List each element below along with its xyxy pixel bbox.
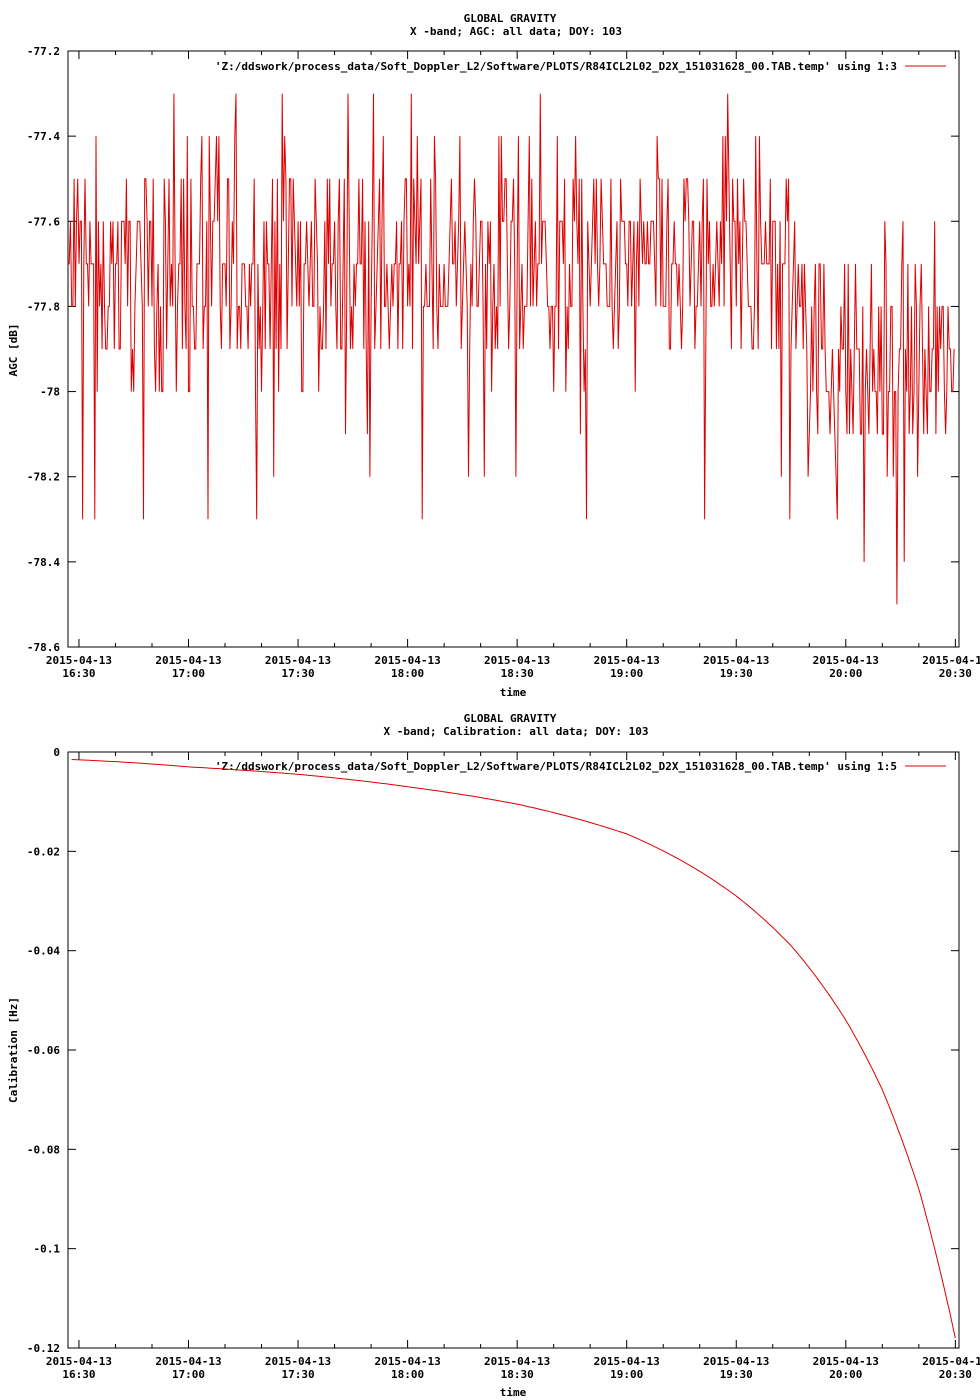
agc-x-tick-time: 20:00	[829, 667, 862, 680]
calibration-x-tick-date: 2015-04-13	[155, 1355, 221, 1368]
agc-x-tick-date: 2015-04-13	[265, 654, 331, 667]
agc-x-tick-time: 17:30	[281, 667, 314, 680]
calibration-x-tick-time: 16:30	[62, 1368, 95, 1381]
calibration-x-tick-time: 20:00	[829, 1368, 862, 1381]
agc-x-tick-date: 2015-04-13	[703, 654, 769, 667]
calibration-x-tick-date: 2015-04-13	[922, 1355, 980, 1368]
agc-x-tick-time: 17:00	[172, 667, 205, 680]
agc-y-axis-label: AGC [dB]	[7, 324, 20, 377]
agc-chart-subtitle: X -band; AGC: all data; DOY: 103	[410, 25, 622, 38]
agc-x-axis-label: time	[500, 686, 527, 699]
agc-x-tick-date: 2015-04-13	[374, 654, 440, 667]
agc-chart: GLOBAL GRAVITY X -band; AGC: all data; D…	[7, 12, 980, 699]
calibration-y-tick-label: -0.08	[27, 1143, 60, 1156]
calibration-plot-frame	[67, 751, 960, 1349]
agc-x-tick-date: 2015-04-13	[484, 654, 550, 667]
calibration-x-tick-date: 2015-04-13	[484, 1355, 550, 1368]
agc-y-tick-label: -77.2	[27, 45, 60, 58]
agc-legend-text: 'Z:/ddswork/process_data/Soft_Doppler_L2…	[215, 60, 897, 73]
calibration-chart-subtitle: X -band; Calibration: all data; DOY: 103	[384, 725, 649, 738]
agc-x-tick-date: 2015-04-13	[46, 654, 112, 667]
calibration-x-tick-time: 17:00	[172, 1368, 205, 1381]
calibration-y-tick-label: -0.04	[27, 945, 60, 958]
agc-x-tick-time: 19:00	[610, 667, 643, 680]
calibration-x-ticks: 2015-04-1316:302015-04-1317:002015-04-13…	[46, 752, 980, 1381]
agc-x-tick-time: 20:30	[939, 667, 972, 680]
calibration-y-tick-label: -0.12	[27, 1342, 60, 1355]
agc-y-ticks: -77.2 -77.4 -77.6 -77.8 -78 -78.2 -78.4 -78.6	[27, 45, 959, 654]
agc-y-tick-label: -78	[40, 386, 60, 399]
calibration-chart: GLOBAL GRAVITY X -band; Calibration: all…	[7, 712, 980, 1399]
calibration-chart-title: GLOBAL GRAVITY	[464, 712, 557, 725]
agc-y-tick-label: -78.2	[27, 471, 60, 484]
calibration-y-tick-label: 0	[53, 746, 60, 759]
agc-y-tick-label: -78.4	[27, 556, 60, 569]
agc-x-ticks: 2015-04-1316:302015-04-1317:002015-04-13…	[46, 51, 980, 680]
agc-x-tick-date: 2015-04-13	[922, 654, 980, 667]
agc-plot-frame	[67, 50, 960, 648]
calibration-x-tick-time: 18:00	[391, 1368, 424, 1381]
agc-x-tick-date: 2015-04-13	[594, 654, 660, 667]
agc-x-tick-time: 18:00	[391, 667, 424, 680]
calibration-x-tick-time: 19:00	[610, 1368, 643, 1381]
calibration-legend-text: 'Z:/ddswork/process_data/Soft_Doppler_L2…	[215, 760, 897, 773]
calibration-y-tick-label: -0.1	[34, 1243, 61, 1256]
calibration-x-tick-date: 2015-04-13	[594, 1355, 660, 1368]
calibration-x-tick-date: 2015-04-13	[374, 1355, 440, 1368]
agc-y-tick-label: -77.4	[27, 130, 60, 143]
agc-series-line	[68, 93, 955, 605]
calibration-x-axis-label: time	[500, 1386, 527, 1399]
calibration-y-axis-label: Calibration [Hz]	[7, 997, 20, 1103]
agc-x-tick-time: 19:30	[720, 667, 753, 680]
calibration-series-line	[71, 759, 956, 1339]
calibration-x-tick-time: 18:30	[501, 1368, 534, 1381]
agc-y-tick-label: -77.6	[27, 215, 60, 228]
agc-x-tick-time: 16:30	[62, 667, 95, 680]
agc-chart-title: GLOBAL GRAVITY	[464, 12, 557, 25]
calibration-x-tick-time: 17:30	[281, 1368, 314, 1381]
agc-x-tick-date: 2015-04-13	[155, 654, 221, 667]
calibration-y-ticks: 0 -0.02 -0.04 -0.06 -0.08 -0.1 -0.12	[27, 746, 959, 1355]
calibration-y-tick-label: -0.02	[27, 845, 60, 858]
calibration-x-tick-date: 2015-04-13	[703, 1355, 769, 1368]
calibration-x-tick-time: 19:30	[720, 1368, 753, 1381]
calibration-y-tick-label: -0.06	[27, 1044, 60, 1057]
calibration-x-tick-date: 2015-04-13	[265, 1355, 331, 1368]
calibration-x-tick-date: 2015-04-13	[813, 1355, 879, 1368]
agc-y-tick-label: -78.6	[27, 641, 60, 654]
agc-x-tick-date: 2015-04-13	[813, 654, 879, 667]
agc-y-tick-label: -77.8	[27, 300, 60, 313]
calibration-x-tick-date: 2015-04-13	[46, 1355, 112, 1368]
calibration-x-tick-time: 20:30	[939, 1368, 972, 1381]
agc-x-tick-time: 18:30	[501, 667, 534, 680]
